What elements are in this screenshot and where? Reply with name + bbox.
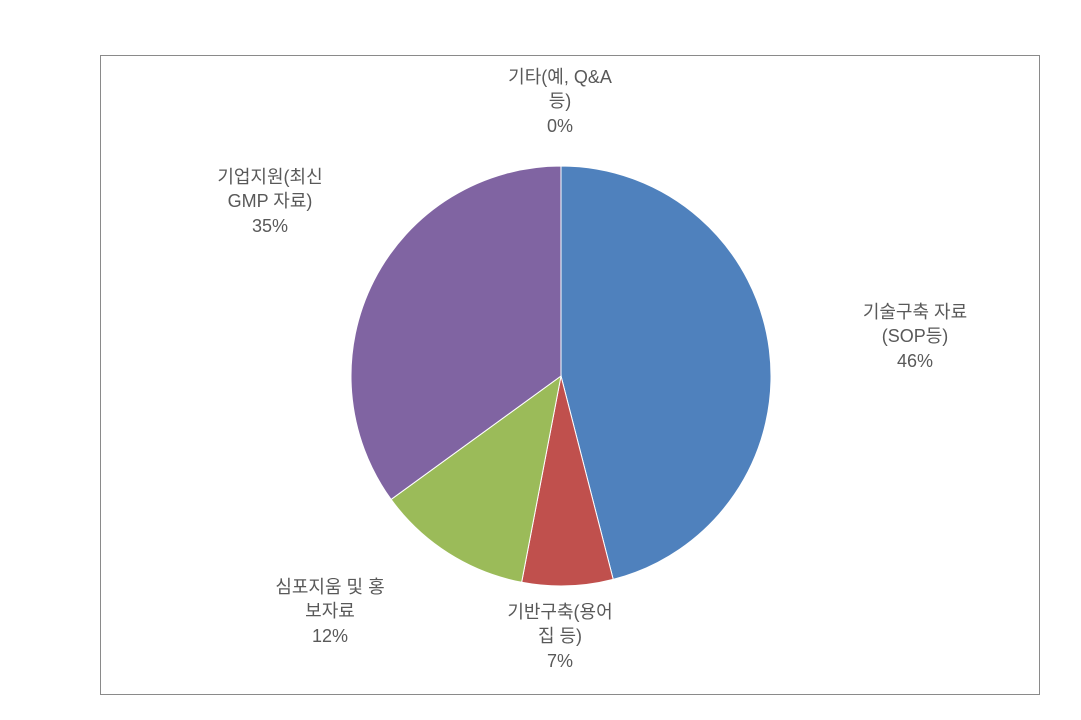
slice-label-biz-line: 35%: [155, 214, 385, 238]
slice-label-base-line: 7%: [450, 649, 670, 673]
slice-label-etc-line: 기타(예, Q&A: [450, 65, 670, 89]
slice-label-base-line: 기반구축(용어: [450, 600, 670, 624]
slice-label-tech-line: 46%: [805, 349, 1025, 373]
slice-label-tech: 기술구축 자료(SOP등)46%: [805, 300, 1025, 373]
slice-label-sympo-line: 보자료: [220, 599, 440, 623]
slice-label-biz-line: GMP 자료): [155, 189, 385, 213]
slice-label-biz-line: 기업지원(최신: [155, 165, 385, 189]
slice-label-etc-line: 0%: [450, 114, 670, 138]
slice-label-sympo-line: 12%: [220, 624, 440, 648]
slice-label-tech-line: 기술구축 자료: [805, 300, 1025, 324]
slice-label-sympo: 심포지움 및 홍보자료12%: [220, 575, 440, 648]
slice-label-etc-line: 등): [450, 89, 670, 113]
slice-label-base: 기반구축(용어집 등)7%: [450, 600, 670, 673]
slice-label-etc: 기타(예, Q&A등)0%: [450, 65, 670, 138]
slice-label-base-line: 집 등): [450, 624, 670, 648]
slice-label-biz: 기업지원(최신GMP 자료)35%: [155, 165, 385, 238]
slice-label-tech-line: (SOP등): [805, 324, 1025, 348]
slice-label-sympo-line: 심포지움 및 홍: [220, 575, 440, 599]
